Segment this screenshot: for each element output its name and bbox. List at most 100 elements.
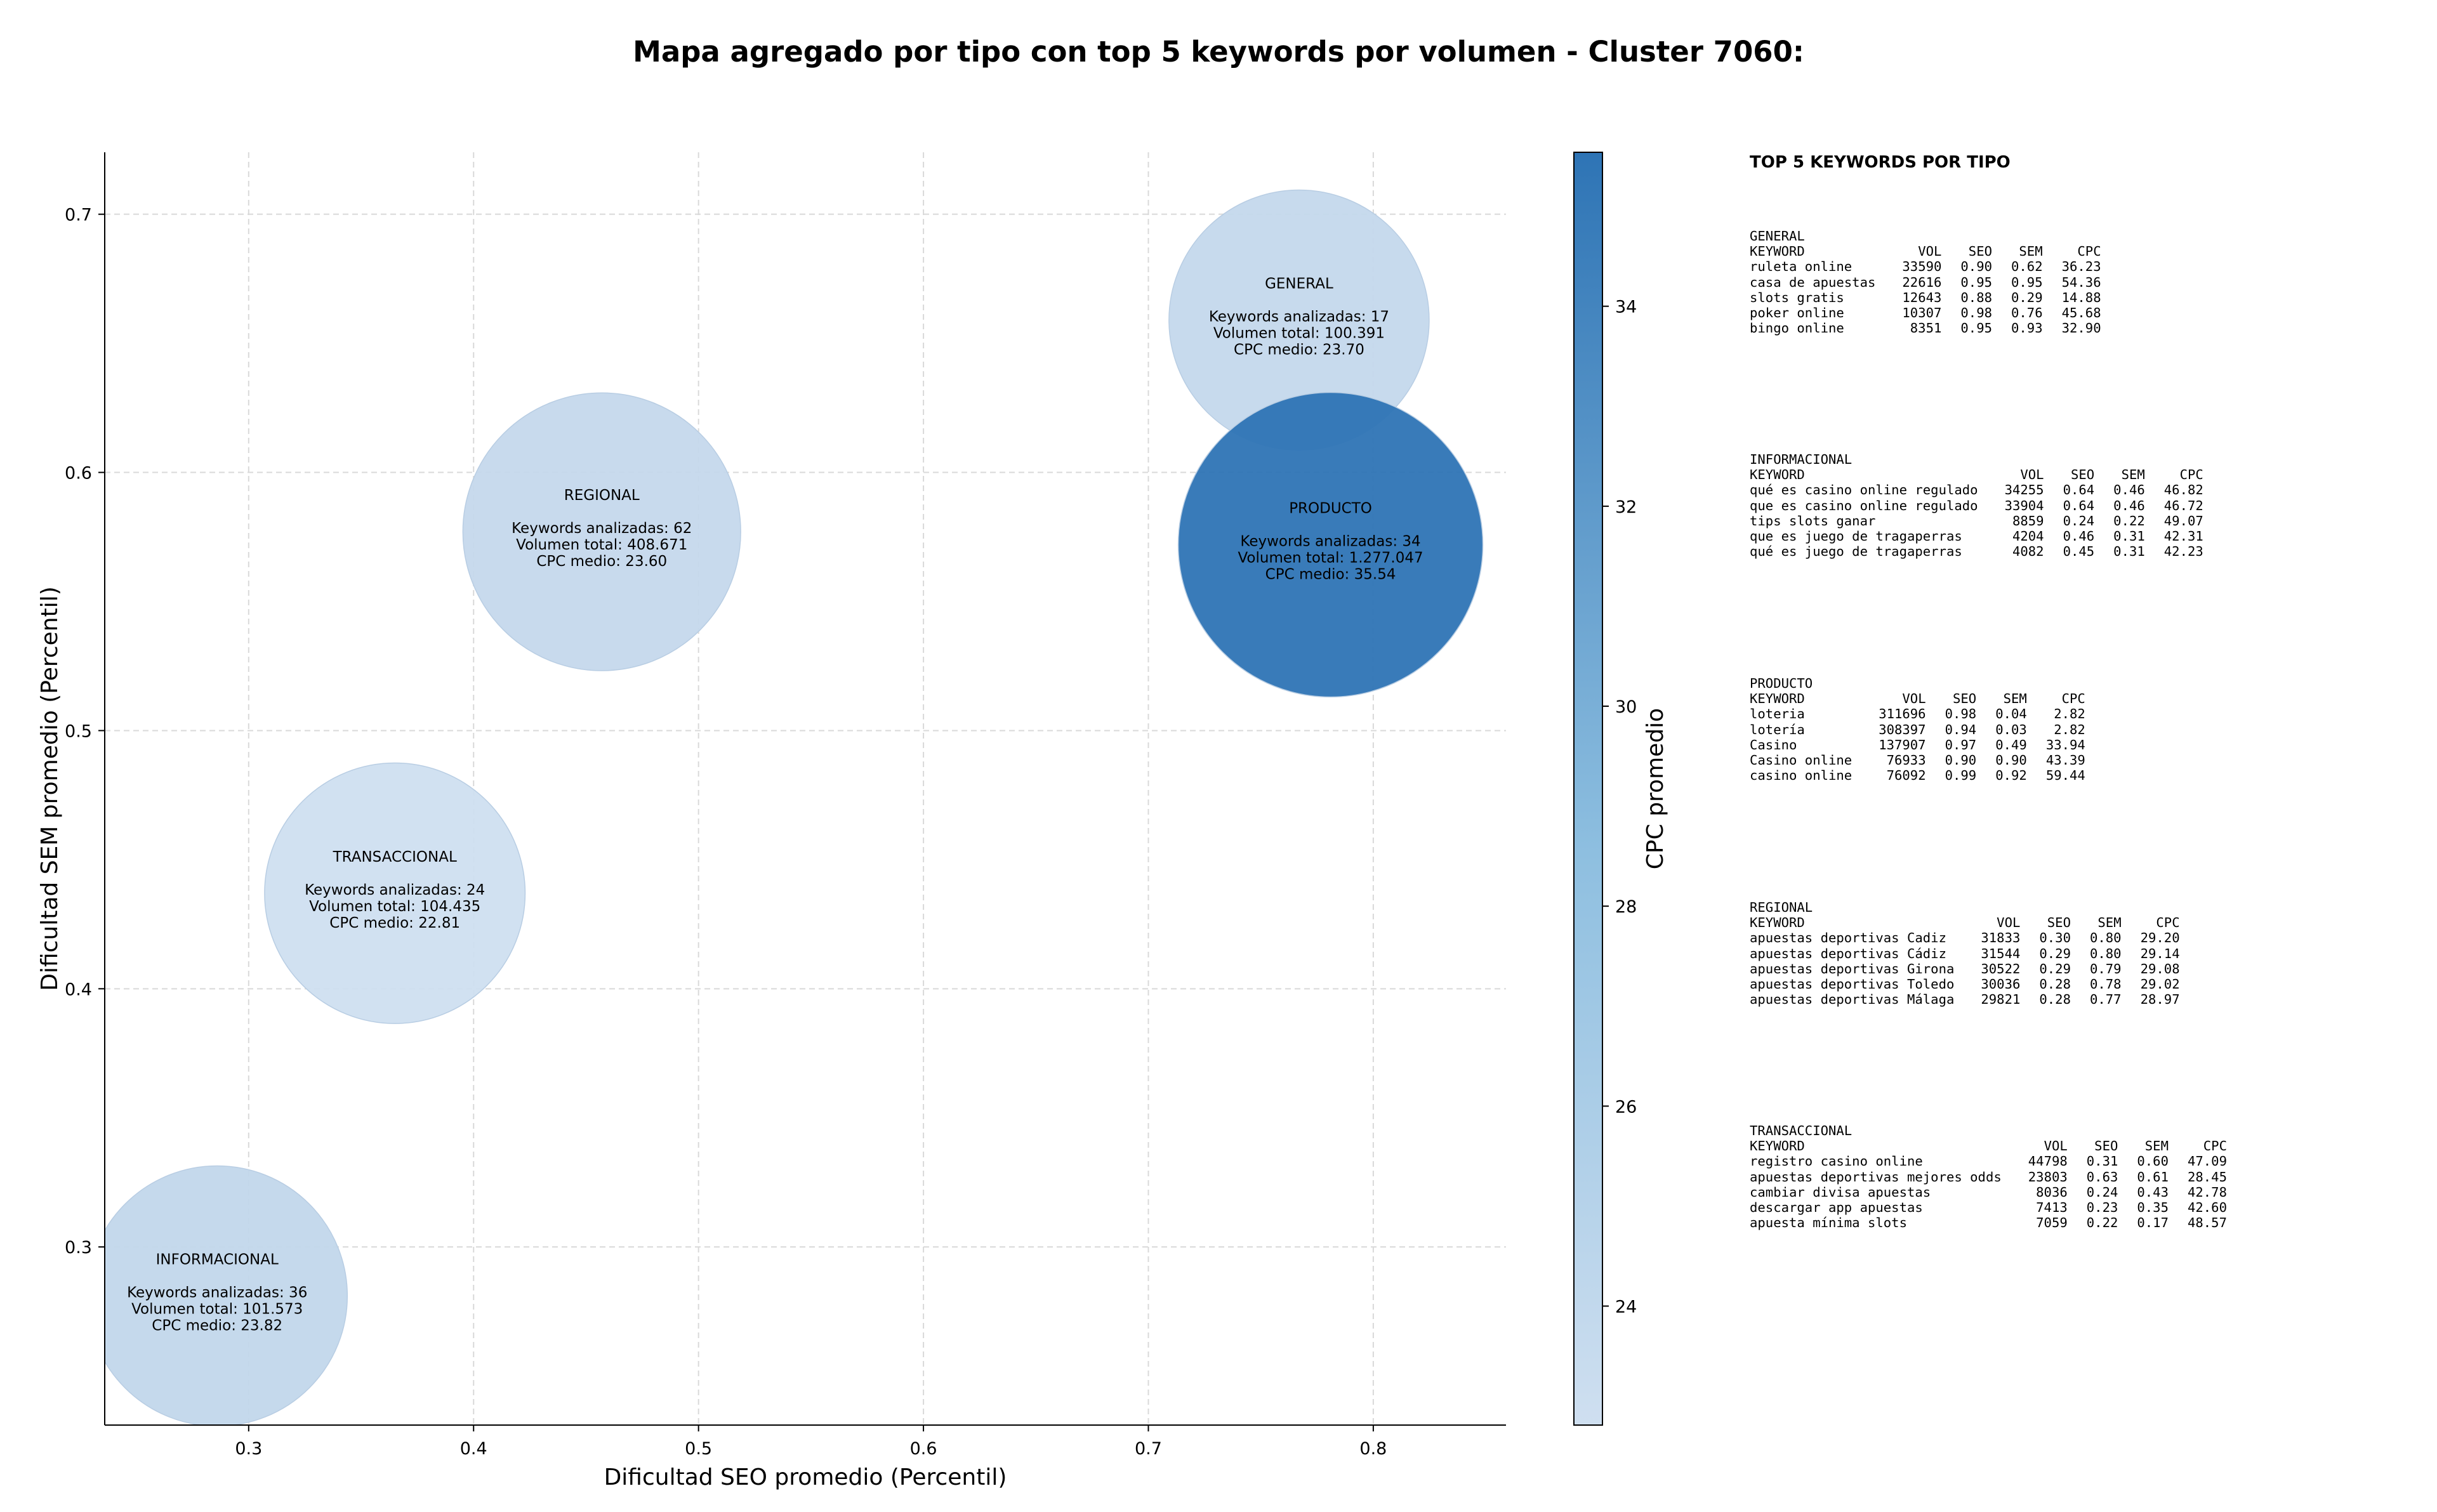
value-cell: 32.90 xyxy=(2061,320,2101,336)
value-cell: 33.94 xyxy=(2045,737,2085,753)
column-header: VOL xyxy=(2020,467,2044,483)
value-cell: 36.23 xyxy=(2061,259,2101,275)
bubble-label-stat: CPC medio: 23.82 xyxy=(152,1318,282,1334)
value-cell: 0.23 xyxy=(2086,1200,2118,1216)
value-cell: 2.82 xyxy=(2054,721,2085,737)
value-cell: 0.95 xyxy=(2011,274,2043,290)
value-cell: 0.22 xyxy=(2113,513,2145,529)
table-row: apuesta mínima slots 7059 0.22 0.17 48.57 xyxy=(1750,1215,2227,1230)
bubble-label-stat: Volumen total: 1.277.047 xyxy=(1238,549,1423,566)
side-panel-title: TOP 5 KEYWORDS POR TIPO xyxy=(1750,153,2011,172)
value-cell: 0.90 xyxy=(1945,753,1977,768)
y-axis-label: Dificultad SEM promedio (Percentil) xyxy=(37,586,63,991)
y-tick-label: 0.4 xyxy=(65,980,92,999)
value-cell: 76933 xyxy=(1886,753,1926,768)
value-cell: 0.90 xyxy=(1960,259,1992,275)
value-cell: 0.92 xyxy=(1995,768,2027,784)
bubble-regional xyxy=(462,392,741,671)
bubble-label-stat: Keywords analizadas: 24 xyxy=(305,882,485,898)
table-row: apuestas deportivas mejores odds 23803 0.6… xyxy=(1750,1169,2227,1185)
keyword-cell: casa de apuestas xyxy=(1750,274,1876,290)
bubble-label-stat: Keywords analizadas: 34 xyxy=(1240,533,1420,549)
value-cell: 29.20 xyxy=(2140,930,2180,946)
value-cell: 42.60 xyxy=(2187,1200,2227,1216)
bubble-label-stat: CPC medio: 23.70 xyxy=(1234,341,1364,358)
value-cell: 33904 xyxy=(2004,497,2044,513)
column-header: KEYWORD xyxy=(1750,244,1805,260)
value-cell: 59.44 xyxy=(2045,768,2085,784)
bubble-label-stat: Volumen total: 100.391 xyxy=(1213,325,1385,341)
bubble-label-stat: Volumen total: 101.573 xyxy=(131,1301,303,1318)
keyword-cell: qué es juego de tragaperras xyxy=(1750,544,1962,560)
colorbar-bar xyxy=(1573,152,1603,1426)
bubble-label-stat: CPC medio: 22.81 xyxy=(329,915,460,931)
value-cell: 43.39 xyxy=(2045,753,2085,768)
keyword-cell: registro casino online xyxy=(1750,1154,1923,1169)
value-cell: 31544 xyxy=(1981,945,2021,961)
column-header: SEO xyxy=(2094,1138,2118,1154)
bubble-label-name: GENERAL xyxy=(1265,275,1333,292)
value-cell: 308397 xyxy=(1879,721,1926,737)
bubble-label-name: REGIONAL xyxy=(564,487,640,504)
bubble-label-name: PRODUCTO xyxy=(1289,500,1372,516)
group-name: PRODUCTO xyxy=(1750,676,1813,691)
table-row: que es juego de tragaperras 4204 0.46 0.31 4… xyxy=(1750,529,2203,544)
keyword-cell: apuestas deportivas Cadiz xyxy=(1750,930,1946,946)
column-header: SEM xyxy=(2144,1138,2169,1154)
value-cell: 0.29 xyxy=(2011,289,2043,305)
group-name: INFORMACIONAL xyxy=(1750,452,1853,467)
value-cell: 44798 xyxy=(2028,1154,2068,1169)
table-row: apuestas deportivas Cadiz 31833 0.30 0.80 29… xyxy=(1750,930,2180,945)
group-name: GENERAL xyxy=(1750,228,1805,244)
value-cell: 48.57 xyxy=(2187,1215,2227,1231)
value-cell: 0.64 xyxy=(2063,482,2095,498)
table-row: apuestas deportivas Girona 30522 0.29 0.79 2… xyxy=(1750,961,2180,976)
bubble-label-stat: Keywords analizadas: 17 xyxy=(1209,308,1389,325)
column-header: CPC xyxy=(2203,1138,2227,1154)
column-header: SEM xyxy=(2003,691,2027,707)
value-cell: 0.30 xyxy=(2039,930,2071,946)
value-cell: 0.31 xyxy=(2086,1154,2118,1169)
value-cell: 10307 xyxy=(1902,305,1942,321)
table-row: qué es juego de tragaperras 4082 0.45 0.31 4… xyxy=(1750,544,2203,559)
keyword-cell: slots gratis xyxy=(1750,289,1844,305)
value-cell: 47.09 xyxy=(2187,1154,2227,1169)
table-header-row: KEYWORD VOL SEO SEM CPC xyxy=(1750,691,2085,706)
keyword-cell: casino online xyxy=(1750,768,1853,784)
value-cell: 49.07 xyxy=(2163,513,2203,529)
value-cell: 42.31 xyxy=(2163,529,2203,544)
value-cell: 0.77 xyxy=(2089,992,2122,1008)
value-cell: 33590 xyxy=(1902,259,1942,275)
column-header: VOL xyxy=(1997,915,2021,931)
column-header: SEO xyxy=(1953,691,1977,707)
x-tick-label: 0.7 xyxy=(1135,1439,1162,1459)
value-cell: 0.22 xyxy=(2086,1215,2118,1231)
table-row: casino online 76092 0.99 0.92 59.44 xyxy=(1750,768,2085,783)
value-cell: 311696 xyxy=(1879,706,1926,722)
table-header-row: KEYWORD VOL SEO SEM CPC xyxy=(1750,1138,2227,1154)
value-cell: 45.68 xyxy=(2061,305,2101,321)
y-tick-label: 0.7 xyxy=(65,206,92,225)
colorbar-tick-label: 32 xyxy=(1615,497,1637,517)
value-cell: 31833 xyxy=(1981,930,2021,946)
table-row: ruleta online 33590 0.90 0.62 36.23 xyxy=(1750,259,2101,274)
value-cell: 4204 xyxy=(2012,529,2044,544)
x-tick-label: 0.3 xyxy=(235,1439,262,1459)
keyword-cell: bingo online xyxy=(1750,320,1844,336)
keyword-cell: poker online xyxy=(1750,305,1844,321)
keyword-cell: cambiar divisa apuestas xyxy=(1750,1184,1931,1200)
x-tick-label: 0.5 xyxy=(685,1439,712,1459)
keyword-cell: apuestas deportivas Toledo xyxy=(1750,976,1955,992)
value-cell: 0.28 xyxy=(2039,992,2071,1008)
bubble-label-name: TRANSACCIONAL xyxy=(333,849,457,865)
value-cell: 0.24 xyxy=(2063,513,2095,529)
value-cell: 0.49 xyxy=(1995,737,2027,753)
column-header: SEM xyxy=(2121,467,2145,483)
column-header: SEM xyxy=(2019,244,2043,260)
column-header: KEYWORD xyxy=(1750,691,1805,707)
value-cell: 54.36 xyxy=(2061,274,2101,290)
top-keywords-panel: TOP 5 KEYWORDS POR TIPO GENERAL KEYWORD VO… xyxy=(1750,0,2422,1512)
value-cell: 8859 xyxy=(2012,513,2044,529)
value-cell: 28.45 xyxy=(2187,1169,2227,1185)
